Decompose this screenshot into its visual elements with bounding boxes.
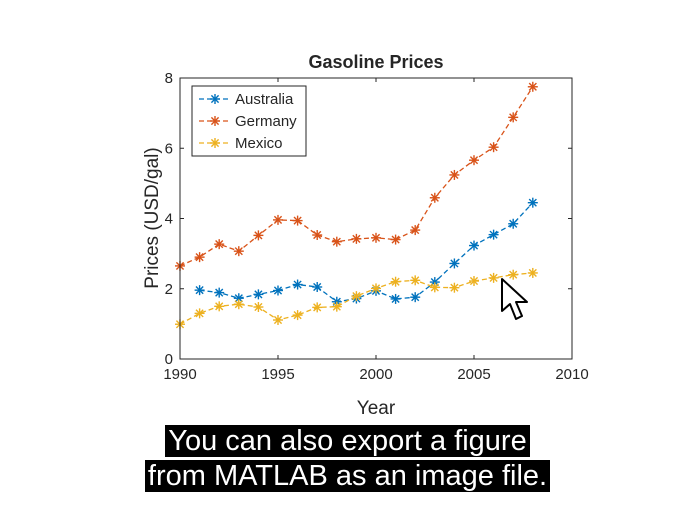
data-point-mexico — [527, 267, 538, 278]
legend: Australia Germany Mexico — [191, 85, 307, 157]
legend-label-germany: Germany — [235, 113, 297, 130]
data-point-mexico — [253, 302, 264, 313]
data-point-germany — [214, 239, 225, 250]
data-point-australia — [390, 293, 401, 304]
y-tick-label: 8 — [165, 70, 173, 87]
data-point-mexico — [371, 283, 381, 294]
data-point-germany — [449, 169, 460, 180]
caption-text-2: from MATLAB as an image file. — [144, 460, 551, 492]
data-point-mexico — [331, 301, 342, 312]
data-point-germany — [527, 81, 538, 92]
legend-marker-mexico — [210, 138, 220, 148]
data-point-australia — [449, 258, 460, 269]
data-point-mexico — [214, 301, 225, 312]
data-point-germany — [488, 142, 499, 153]
data-point-australia — [312, 281, 323, 292]
data-point-germany — [253, 230, 264, 241]
data-point-germany — [508, 112, 519, 123]
data-point-australia — [214, 287, 225, 298]
data-point-mexico — [449, 282, 460, 293]
data-point-germany — [469, 155, 479, 166]
x-tick-label: 1990 — [163, 366, 196, 383]
caption-text-1: You can also export a figure — [165, 425, 530, 457]
data-point-mexico — [488, 272, 499, 283]
data-point-germany — [312, 230, 323, 241]
data-point-mexico — [469, 276, 479, 287]
data-point-mexico — [273, 315, 283, 326]
data-point-mexico — [429, 282, 440, 293]
x-tick-label: 2010 — [555, 366, 588, 383]
legend-marker-australia — [210, 94, 220, 104]
legend-label-mexico: Mexico — [235, 135, 283, 152]
data-point-australia — [488, 229, 499, 240]
data-point-germany — [331, 236, 342, 247]
y-tick-label: 0 — [165, 351, 173, 368]
data-point-mexico — [312, 302, 323, 313]
data-point-australia — [194, 285, 205, 296]
series-line-australia — [199, 202, 534, 303]
data-point-germany — [410, 225, 421, 236]
x-tick-label: 2005 — [457, 366, 490, 383]
y-tick-label: 6 — [165, 140, 173, 157]
data-point-australia — [527, 197, 538, 208]
data-point-mexico — [351, 291, 362, 302]
x-tick-label: 2000 — [359, 366, 392, 383]
y-axis-label: Prices (USD/gal) — [142, 147, 163, 288]
data-point-germany — [194, 252, 205, 263]
data-point-germany — [273, 214, 283, 225]
data-point-germany — [371, 232, 381, 243]
legend-marker-germany — [210, 116, 220, 126]
data-point-germany — [351, 233, 362, 244]
data-point-australia — [410, 292, 421, 303]
x-axis-label: Year — [357, 398, 396, 419]
x-tick-label: 1995 — [261, 366, 294, 383]
data-point-germany — [233, 246, 244, 257]
mouse-pointer-icon — [501, 278, 528, 320]
data-point-australia — [273, 285, 283, 296]
data-point-germany — [292, 215, 303, 226]
data-point-australia — [469, 240, 479, 251]
data-point-australia — [253, 289, 264, 300]
y-tick-label: 4 — [165, 211, 173, 228]
data-point-australia — [508, 218, 519, 229]
data-point-australia — [292, 279, 303, 290]
data-point-mexico — [292, 310, 303, 321]
chart: Gasoline Prices 1990 1995 2000 2005 2010 0 2 4… — [142, 52, 589, 419]
data-point-mexico — [194, 308, 205, 319]
caption-line-1: You can also export a figure — [0, 424, 695, 459]
data-point-germany — [390, 234, 401, 245]
chart-title: Gasoline Prices — [308, 52, 443, 72]
y-tick-label: 2 — [165, 281, 173, 298]
data-point-mexico — [410, 275, 421, 286]
data-point-mexico — [508, 269, 519, 280]
data-point-germany — [429, 192, 440, 203]
caption-line-2: from MATLAB as an image file. — [0, 459, 695, 494]
legend-label-australia: Australia — [235, 91, 294, 108]
data-point-mexico — [233, 299, 244, 310]
data-point-mexico — [390, 276, 401, 287]
